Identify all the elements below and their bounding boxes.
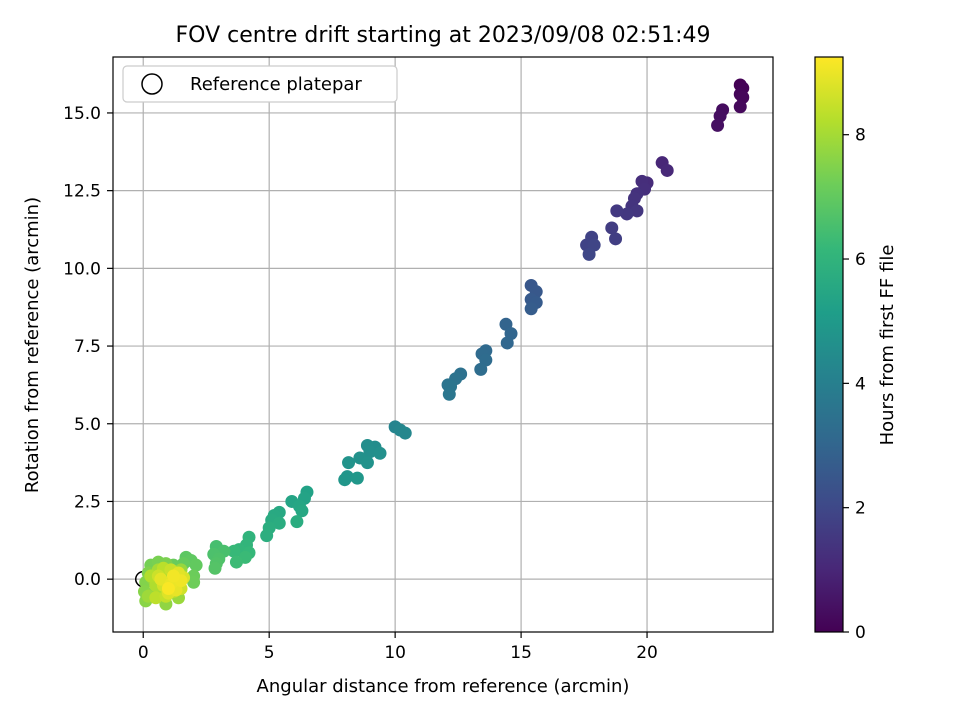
data-point — [149, 591, 163, 605]
legend-box — [122, 65, 398, 103]
data-point — [189, 558, 203, 572]
chart-title: FOV centre drift starting at 2023/09/08 … — [176, 23, 711, 48]
data-point — [154, 572, 168, 586]
y-tick-label: 0.0 — [74, 570, 101, 590]
y-tick-label: 5.0 — [74, 415, 101, 435]
data-point — [660, 163, 674, 177]
data-point — [630, 204, 644, 218]
y-tick-label: 15.0 — [63, 104, 101, 124]
data-point — [524, 302, 538, 316]
grid — [113, 57, 773, 632]
data-point — [711, 118, 725, 132]
y-tick-label: 2.5 — [74, 492, 101, 512]
data-point — [605, 221, 619, 235]
colorbar: 0 2 4 6 8 Hours from first FF file — [814, 56, 898, 643]
data-point — [295, 504, 309, 518]
data-point — [208, 561, 222, 575]
data-point — [360, 456, 374, 470]
x-tick-label: 10 — [384, 643, 406, 663]
x-tick-label: 5 — [264, 643, 275, 663]
scatter-points — [134, 78, 750, 611]
x-tick-label: 0 — [138, 643, 149, 663]
x-tick-label: 15 — [510, 643, 532, 663]
data-point — [609, 232, 623, 246]
legend: Reference platepar — [122, 65, 398, 103]
colorbar-tick-label: 8 — [855, 126, 866, 146]
data-point — [398, 426, 412, 440]
data-point — [733, 100, 747, 114]
legend-entry: Reference platepar — [190, 74, 362, 95]
y-tick-label: 12.5 — [63, 182, 101, 202]
data-point — [442, 387, 456, 401]
colorbar-tick-label: 0 — [855, 623, 866, 643]
colorbar-label: Hours from first FF file — [877, 245, 898, 446]
legend-marker-circle — [141, 73, 163, 95]
y-axis-label: Rotation from reference (arcmin) — [22, 197, 43, 493]
data-point — [363, 445, 377, 459]
colorbar-ticks: 0 2 4 6 8 — [843, 126, 866, 643]
data-point — [227, 544, 241, 558]
data-point — [500, 336, 514, 350]
data-point — [373, 446, 387, 460]
data-point — [350, 471, 364, 485]
colorbar-gradient — [814, 56, 844, 633]
data-point — [582, 247, 596, 261]
data-point — [290, 515, 304, 529]
y-tick-label: 7.5 — [74, 337, 101, 357]
x-axis-label: Angular distance from reference (arcmin) — [257, 676, 630, 697]
data-point — [229, 555, 243, 569]
data-point — [260, 529, 274, 543]
x-axis: 0 5 10 15 20 — [138, 632, 658, 663]
data-point — [338, 473, 352, 487]
data-point — [161, 581, 175, 595]
colorbar-tick-label: 4 — [855, 374, 866, 394]
data-point — [610, 204, 624, 218]
x-tick-label: 20 — [636, 643, 658, 663]
colorbar-tick-label: 6 — [855, 250, 866, 270]
y-axis: 0.0 2.5 5.0 7.5 10.0 12.5 15.0 — [63, 104, 113, 590]
colorbar-tick-label: 2 — [855, 499, 866, 519]
data-point — [272, 516, 286, 530]
y-tick-label: 10.0 — [63, 259, 101, 279]
plot-area — [112, 56, 774, 633]
data-point — [166, 569, 180, 583]
data-point — [474, 362, 488, 376]
data-point — [187, 575, 201, 589]
data-point — [620, 207, 634, 221]
data-point — [342, 456, 356, 470]
